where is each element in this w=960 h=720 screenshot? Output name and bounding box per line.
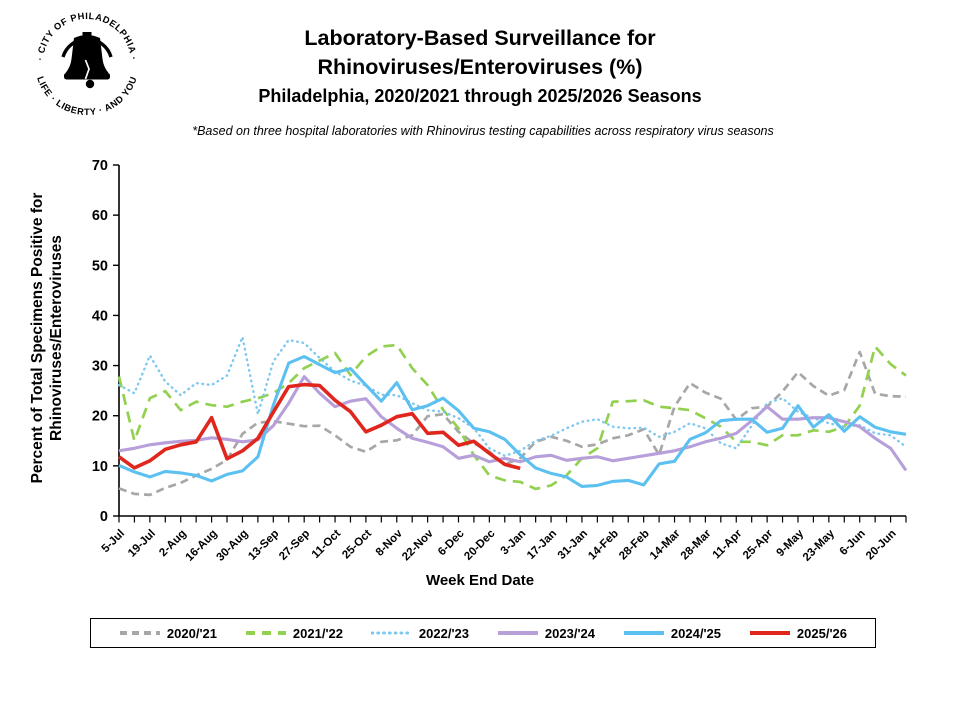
title-line-2: Rhinoviruses/Enteroviruses (%) (317, 55, 643, 79)
title-line-1: Laboratory-Based Surveillance for (304, 26, 656, 50)
y-tick-label: 10 (92, 459, 108, 475)
chart-header: Laboratory-Based Surveillance for Rhinov… (0, 24, 960, 111)
legend-line-sample (749, 631, 790, 635)
y-tick-label: 30 (92, 359, 108, 375)
title-line-3: Philadelphia, 2020/2021 through 2025/202… (258, 86, 702, 106)
legend-label: 2025/'26 (796, 625, 847, 641)
x-tick-label: 25-Oct (340, 528, 374, 562)
x-tick-label: 30-Aug (215, 528, 251, 564)
legend-item-2021--22: 2021/'22 (245, 626, 343, 641)
x-tick-label: 11-Apr (711, 527, 745, 561)
series-line-2021--22 (117, 343, 907, 491)
seal-icon: · CITY OF PHILADELPHIA · LIFE · LIBERTY … (35, 11, 138, 117)
y-tick-label: 0 (100, 509, 108, 525)
x-tick-label: 17-Jan (525, 528, 559, 562)
x-tick-label: 25-Apr (741, 527, 776, 562)
footnote-text: *Based on three hospital laboratories wi… (192, 124, 774, 138)
x-tick-label: 3-Jan (499, 528, 529, 558)
x-tick-label: 16-Aug (184, 528, 220, 564)
axes (118, 165, 906, 517)
legend-line-sample (245, 631, 286, 635)
x-tick-label: 20-Dec (462, 527, 498, 563)
x-tick-label: 11-Oct (310, 528, 343, 561)
legend-label: 2021/'22 (292, 625, 343, 641)
legend-line-sample (119, 631, 160, 635)
y-tick-label: 40 (92, 308, 108, 324)
liberty-bell-icon (61, 32, 113, 89)
legend-line-sample (623, 631, 664, 635)
x-tick-label: 19-Jul (126, 528, 158, 560)
x-tick-label: 23-May (801, 527, 837, 563)
legend-item-2022--23: 2022/'23 (370, 625, 469, 641)
x-tick-label: 20-Jun (864, 528, 899, 563)
legend-item-2023--24: 2023/'24 (497, 626, 595, 641)
legend: 2020/'21 2021/'22 2022/'23 2023/'24 2024/'25… (90, 618, 876, 648)
legend-item-2025--26: 2025/'26 (749, 626, 847, 641)
x-tick-label: 28-Mar (679, 527, 714, 562)
series-line-2022--23 (117, 335, 908, 457)
x-tick-label: 28-Feb (617, 528, 652, 563)
legend-label: 2020/'21 (166, 625, 217, 641)
x-tick-label: 5-Jul (100, 528, 127, 555)
x-tick-label: 13-Sep (246, 528, 281, 563)
legend-line-sample (370, 631, 413, 635)
legend-label: 2022/'23 (418, 625, 469, 641)
y-tick-label: 50 (92, 258, 108, 274)
series-line-2024--25 (118, 354, 907, 488)
y-tick-label: 60 (92, 208, 108, 224)
legend-label: 2023/'24 (544, 625, 595, 641)
legend-item-2024--25: 2024/'25 (623, 626, 721, 641)
legend-item-2020--21: 2020/'21 (119, 626, 217, 641)
x-tick-label: 14-Feb (586, 528, 621, 563)
x-tick-label: 27-Sep (277, 528, 312, 563)
legend-label: 2024/'25 (670, 625, 721, 641)
x-tick-label: 31-Jan (556, 528, 590, 562)
y-tick-label: 70 (92, 158, 108, 174)
series-line-2023--24 (118, 375, 908, 472)
x-axis-title: Week End Date (425, 572, 535, 589)
series-line-2025--26 (117, 382, 521, 471)
y-tick-label: 20 (92, 409, 108, 425)
legend-line-sample (497, 631, 538, 635)
x-tick-label: 14-Mar (648, 527, 683, 562)
x-tick-label: 22-Nov (400, 527, 436, 563)
philadelphia-city-seal-logo: · CITY OF PHILADELPHIA · LIFE · LIBERTY … (30, 6, 144, 120)
